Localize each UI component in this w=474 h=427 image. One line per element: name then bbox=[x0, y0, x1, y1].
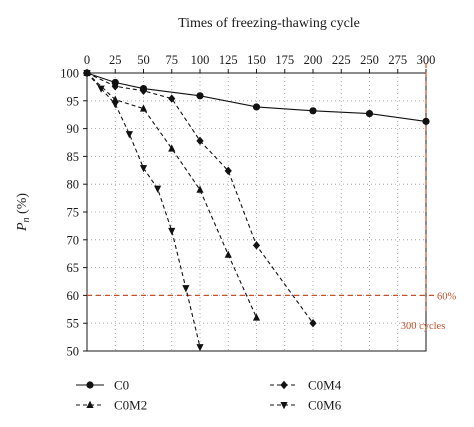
data-point-c0m4 bbox=[139, 86, 148, 95]
x-tick-label: 0 bbox=[84, 53, 90, 67]
x-tick-label: 125 bbox=[219, 53, 238, 67]
reference-label-300: 300 cycles bbox=[401, 321, 446, 332]
data-point-c0 bbox=[422, 117, 430, 125]
y-tick-label: 55 bbox=[67, 317, 80, 331]
data-point-c0m2 bbox=[224, 250, 232, 258]
legend-label-c0m2: C0M2 bbox=[114, 398, 147, 413]
y-tick-label: 90 bbox=[67, 122, 80, 136]
data-point-c0 bbox=[252, 103, 261, 111]
x-tick-label: 25 bbox=[109, 53, 122, 67]
y-tick-label: 95 bbox=[67, 94, 80, 108]
x-axis-title: Times of freezing-thawing cycle bbox=[178, 16, 360, 31]
legend-marker-c0m6 bbox=[280, 402, 288, 410]
legend-label-c0: C0 bbox=[114, 378, 129, 393]
legend: C0 C0M2 C0M4 C0M6 bbox=[76, 378, 342, 413]
y-tick-label: 50 bbox=[67, 345, 80, 359]
y-tick-label: 85 bbox=[67, 150, 80, 164]
x-tick-label: 300 bbox=[417, 53, 436, 67]
x-tick-label: 250 bbox=[360, 53, 379, 67]
data-point-c0m4 bbox=[224, 166, 232, 176]
data-point-c0m2 bbox=[196, 185, 204, 193]
legend-label-c0m4: C0M4 bbox=[308, 378, 342, 393]
x-tick-label: 200 bbox=[304, 53, 323, 67]
legend-marker-c0m2 bbox=[86, 400, 94, 408]
x-tick-label: 275 bbox=[388, 53, 407, 67]
data-point-c0m6 bbox=[196, 344, 204, 352]
y-tick-label: 65 bbox=[67, 261, 80, 275]
data-point-c0 bbox=[365, 109, 374, 118]
data-point-c0m4 bbox=[111, 82, 119, 91]
y-tick-label: 100 bbox=[60, 67, 79, 81]
data-point-c0m6 bbox=[111, 101, 119, 109]
y-tick-label: 60 bbox=[67, 289, 80, 303]
data-point-c0 bbox=[196, 92, 204, 100]
data-point-c0m4 bbox=[168, 94, 176, 103]
y-axis-title: Pn (%) bbox=[15, 193, 32, 232]
data-point-c0m6 bbox=[97, 85, 105, 93]
data-point-c0m6 bbox=[125, 131, 133, 139]
series-line-c0 bbox=[86, 72, 427, 122]
reference-label-60: 60% bbox=[437, 291, 457, 302]
data-point-c0 bbox=[309, 107, 317, 115]
x-tick-label: 225 bbox=[332, 53, 351, 67]
y-tick-label: 80 bbox=[67, 178, 80, 192]
legend-marker-c0 bbox=[86, 381, 94, 389]
data-point-c0m6 bbox=[139, 165, 148, 173]
x-tick-label: 150 bbox=[247, 53, 266, 67]
x-tick-label: 100 bbox=[191, 53, 210, 67]
data-point-c0m4 bbox=[309, 319, 317, 328]
plot-area: 0 25 50 75 100 125 150 175 200 225 250 275 300 50 55 60… bbox=[60, 53, 456, 359]
legend-label-c0m6: C0M6 bbox=[308, 398, 342, 413]
series-line-c0m4 bbox=[86, 72, 314, 324]
data-point-c0m2 bbox=[111, 95, 119, 103]
x-tick-label: 50 bbox=[137, 53, 150, 67]
x-tick-label: 75 bbox=[166, 53, 179, 67]
data-point-c0m4 bbox=[196, 136, 204, 146]
x-tick-label: 175 bbox=[275, 53, 294, 67]
data-point-c0m6 bbox=[182, 285, 190, 293]
data-point-c0m2 bbox=[139, 104, 148, 112]
data-point-c0m2 bbox=[168, 144, 176, 152]
legend-marker-c0m4 bbox=[280, 380, 288, 390]
y-tick-label: 70 bbox=[67, 233, 80, 247]
data-point-c0m4 bbox=[252, 241, 261, 250]
data-point-c0m6 bbox=[83, 70, 91, 78]
data-point-c0m6 bbox=[154, 185, 162, 193]
data-point-c0m6 bbox=[168, 227, 176, 236]
y-tick-label: 75 bbox=[67, 206, 80, 220]
data-point-c0m2 bbox=[252, 313, 261, 321]
